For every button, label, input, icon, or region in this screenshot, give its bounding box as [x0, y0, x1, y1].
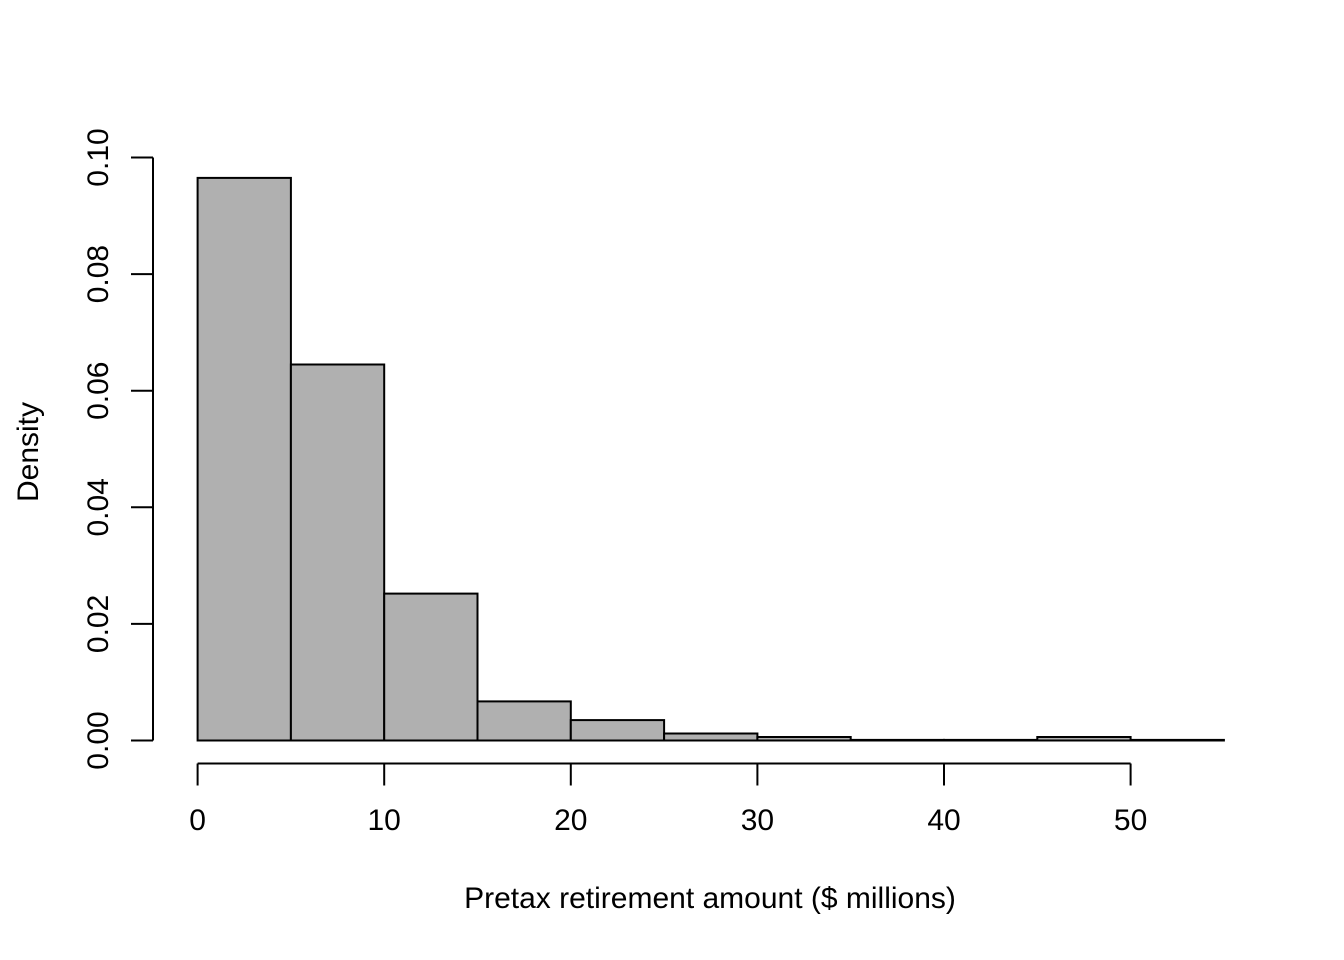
x-axis-tick-label: 30 — [741, 804, 774, 837]
y-axis-title: Density — [12, 402, 45, 502]
y-axis-tick-label: 0.04 — [82, 478, 115, 536]
y-axis-tick-label: 0.00 — [82, 711, 115, 769]
histogram-bar — [476, 700, 572, 742]
x-axis-tick-label: 50 — [1114, 804, 1147, 837]
y-axis-tick-label: 0.06 — [82, 362, 115, 420]
x-axis-tick-label: 40 — [927, 804, 960, 837]
x-axis-tick-label: 10 — [368, 804, 401, 837]
y-axis-tick-label: 0.08 — [82, 245, 115, 303]
histogram-bar — [943, 738, 1039, 742]
histogram-bar — [289, 363, 386, 742]
y-axis-tick-label: 0.10 — [82, 128, 115, 186]
histogram-bar — [1129, 738, 1225, 742]
histogram-bar — [663, 732, 759, 742]
histogram-bar — [1036, 736, 1132, 742]
histogram-bar — [196, 176, 292, 742]
histogram-bar — [756, 736, 852, 742]
y-axis-tick-label: 0.02 — [82, 595, 115, 653]
histogram-bar — [849, 738, 946, 742]
x-axis-title: Pretax retirement amount ($ millions) — [464, 882, 956, 915]
x-axis-tick-label: 20 — [554, 804, 587, 837]
histogram-bar — [569, 719, 666, 742]
histogram-bar — [383, 592, 479, 742]
x-axis-tick-label: 0 — [189, 804, 206, 837]
